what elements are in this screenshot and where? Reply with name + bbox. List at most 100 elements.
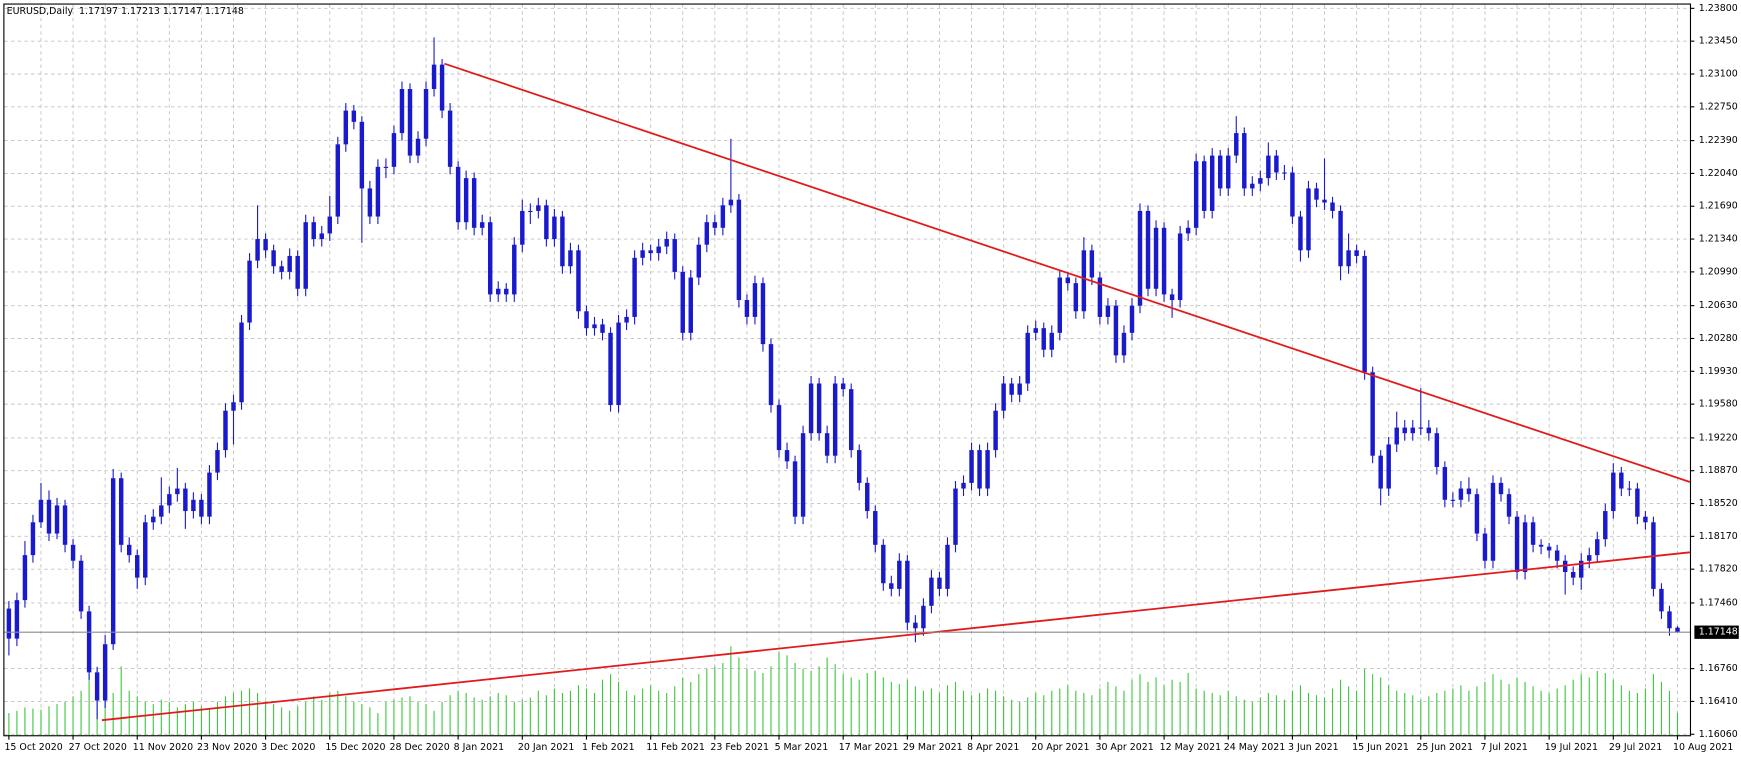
candle-body	[1209, 155, 1215, 211]
candle-body	[1121, 332, 1127, 356]
candle-body	[937, 577, 942, 589]
candle-body	[600, 324, 605, 333]
candle-body	[1145, 210, 1151, 289]
y-tick-label: 1.19580	[1699, 399, 1738, 410]
candle-body	[375, 166, 381, 217]
candle-body	[1185, 227, 1191, 234]
y-tick-label: 1.19220	[1699, 432, 1738, 443]
x-tick-label: 1 Feb 2021	[582, 742, 635, 753]
candle-body	[1635, 488, 1640, 517]
y-tick-label: 1.19930	[1699, 366, 1738, 377]
candle-body	[1306, 188, 1311, 251]
candle-body	[1498, 482, 1504, 495]
candle-body	[487, 222, 493, 295]
candle-body	[271, 250, 276, 267]
y-tick-label: 1.16760	[1699, 663, 1738, 674]
candle-body	[1450, 499, 1456, 501]
candle-body	[800, 433, 806, 517]
candle-body	[1298, 216, 1303, 251]
y-tick-label: 1.22390	[1699, 135, 1738, 146]
candles-layer	[6, 37, 1680, 720]
candle-body	[14, 600, 20, 639]
candle-body	[1619, 472, 1624, 489]
candle-body	[552, 216, 557, 240]
candle-body	[1482, 533, 1488, 561]
candle-body	[191, 499, 196, 512]
candle-body	[632, 257, 637, 317]
candle-body	[1386, 444, 1391, 489]
x-tick-label: 29 Mar 2021	[903, 742, 963, 753]
candle-body	[1338, 210, 1343, 267]
candle-body	[1129, 305, 1135, 333]
candle-body	[367, 188, 373, 217]
candle-body	[720, 205, 726, 228]
candle-body	[616, 322, 621, 406]
y-tick-label: 1.21690	[1699, 201, 1738, 212]
candle-body	[30, 522, 36, 556]
candle-body	[1250, 183, 1255, 189]
candle-body	[311, 222, 316, 240]
candle-body	[792, 461, 798, 517]
plot-frame	[3, 3, 1692, 737]
candle-body	[479, 222, 485, 228]
candle-body	[471, 178, 477, 228]
candle-body	[969, 450, 974, 483]
y-tick-label: 1.20280	[1699, 333, 1738, 344]
candle-body	[1394, 427, 1399, 445]
x-tick-label: 8 Apr 2021	[967, 742, 1019, 753]
x-tick-label: 23 Nov 2020	[197, 742, 257, 753]
candle-body	[1322, 199, 1327, 203]
x-tick-label: 10 Aug 2021	[1673, 742, 1733, 753]
candle-body	[1177, 233, 1183, 301]
candle-body	[6, 608, 12, 639]
candle-body	[568, 250, 573, 267]
candle-body	[423, 89, 429, 139]
candle-body	[263, 239, 268, 251]
candle-body	[415, 138, 421, 156]
candle-body	[832, 383, 838, 456]
candle-body	[1105, 305, 1111, 317]
candle-body	[536, 205, 541, 211]
candle-body	[167, 494, 172, 506]
candle-body	[1490, 482, 1496, 561]
candle-body	[1354, 250, 1359, 256]
candle-body	[1025, 332, 1030, 384]
y-tick-label: 1.18520	[1699, 498, 1738, 509]
x-tick-label: 23 Feb 2021	[710, 742, 769, 753]
candle-body	[881, 544, 886, 584]
y-tick-label: 1.22040	[1699, 168, 1738, 179]
candle-body	[1089, 250, 1095, 278]
x-tick-label: 29 Jul 2021	[1609, 742, 1662, 753]
x-tick-label: 3 Dec 2020	[261, 742, 315, 753]
candle-body	[929, 577, 934, 606]
candle-body	[447, 110, 453, 167]
candle-body	[1554, 550, 1560, 561]
y-tick-label: 1.16060	[1699, 729, 1738, 740]
candle-body	[680, 271, 685, 333]
candle-body	[760, 283, 766, 345]
candle-body	[1274, 155, 1279, 173]
candle-body	[1113, 305, 1119, 356]
candle-body	[287, 255, 292, 272]
candle-body	[1226, 155, 1231, 189]
candle-body	[736, 199, 742, 301]
y-tick-label: 1.21340	[1699, 234, 1738, 245]
x-tick-label: 11 Nov 2020	[133, 742, 193, 753]
candle-body	[1049, 332, 1054, 350]
candle-body	[1009, 383, 1014, 395]
x-tick-label: 19 Jul 2021	[1545, 742, 1598, 753]
candle-body	[1346, 250, 1351, 267]
candle-body	[1362, 255, 1367, 373]
candle-body	[46, 499, 52, 534]
candle-body	[1370, 372, 1375, 456]
candle-body	[86, 611, 92, 673]
candle-body	[151, 516, 156, 523]
x-tick-label: 20 Apr 2021	[1031, 742, 1089, 753]
candle-body	[455, 166, 461, 223]
candle-body	[1330, 202, 1335, 211]
candle-body	[94, 672, 100, 701]
candle-body	[768, 344, 774, 406]
x-tick-label: 8 Jan 2021	[454, 742, 505, 753]
candle-body	[1081, 250, 1087, 312]
